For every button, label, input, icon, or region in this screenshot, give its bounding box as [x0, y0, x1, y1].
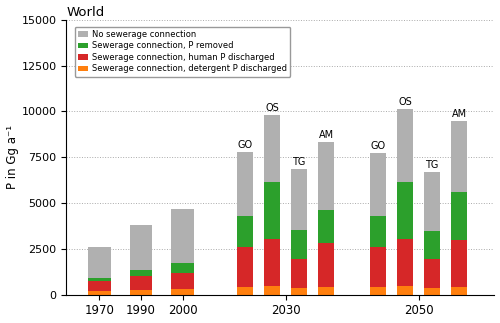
Bar [318, 210, 334, 244]
Legend: No sewerage connection, Sewerage connection, P removed, Sewerage connection, hum: No sewerage connection, Sewerage connect… [74, 26, 290, 77]
Bar [451, 287, 467, 295]
Bar [130, 290, 152, 295]
Bar [237, 287, 253, 295]
Bar [130, 225, 152, 270]
Bar [264, 287, 280, 295]
Bar [424, 231, 440, 259]
Text: World: World [66, 5, 104, 18]
Text: TG: TG [426, 160, 439, 170]
Bar [370, 216, 386, 247]
Bar [171, 289, 194, 295]
Bar [397, 109, 413, 182]
Bar [451, 192, 467, 240]
Bar [237, 216, 253, 247]
Text: AM: AM [452, 109, 466, 119]
Bar [397, 239, 413, 287]
Bar [171, 273, 194, 289]
Bar [130, 276, 152, 290]
Bar [264, 115, 280, 182]
Bar [88, 278, 111, 281]
Bar [318, 287, 334, 295]
Bar [88, 247, 111, 278]
Text: GO: GO [370, 141, 386, 151]
Y-axis label: P in Gg a⁻¹: P in Gg a⁻¹ [6, 125, 18, 189]
Bar [424, 288, 440, 295]
Text: AM: AM [318, 130, 334, 140]
Text: TG: TG [292, 157, 306, 167]
Bar [397, 182, 413, 239]
Bar [237, 247, 253, 287]
Bar [291, 230, 307, 259]
Text: OS: OS [265, 103, 279, 113]
Bar [370, 247, 386, 287]
Bar [370, 153, 386, 216]
Bar [171, 263, 194, 273]
Bar [264, 239, 280, 287]
Bar [318, 244, 334, 287]
Text: OS: OS [398, 97, 412, 107]
Bar [451, 240, 467, 287]
Bar [88, 291, 111, 295]
Bar [397, 287, 413, 295]
Text: GO: GO [238, 140, 252, 150]
Bar [451, 120, 467, 192]
Bar [318, 142, 334, 210]
Bar [130, 270, 152, 276]
Bar [370, 287, 386, 295]
Bar [88, 281, 111, 291]
Bar [424, 259, 440, 288]
Bar [264, 182, 280, 239]
Bar [237, 152, 253, 216]
Bar [291, 259, 307, 288]
Bar [424, 172, 440, 231]
Bar [291, 288, 307, 295]
Bar [291, 169, 307, 230]
Bar [171, 209, 194, 263]
